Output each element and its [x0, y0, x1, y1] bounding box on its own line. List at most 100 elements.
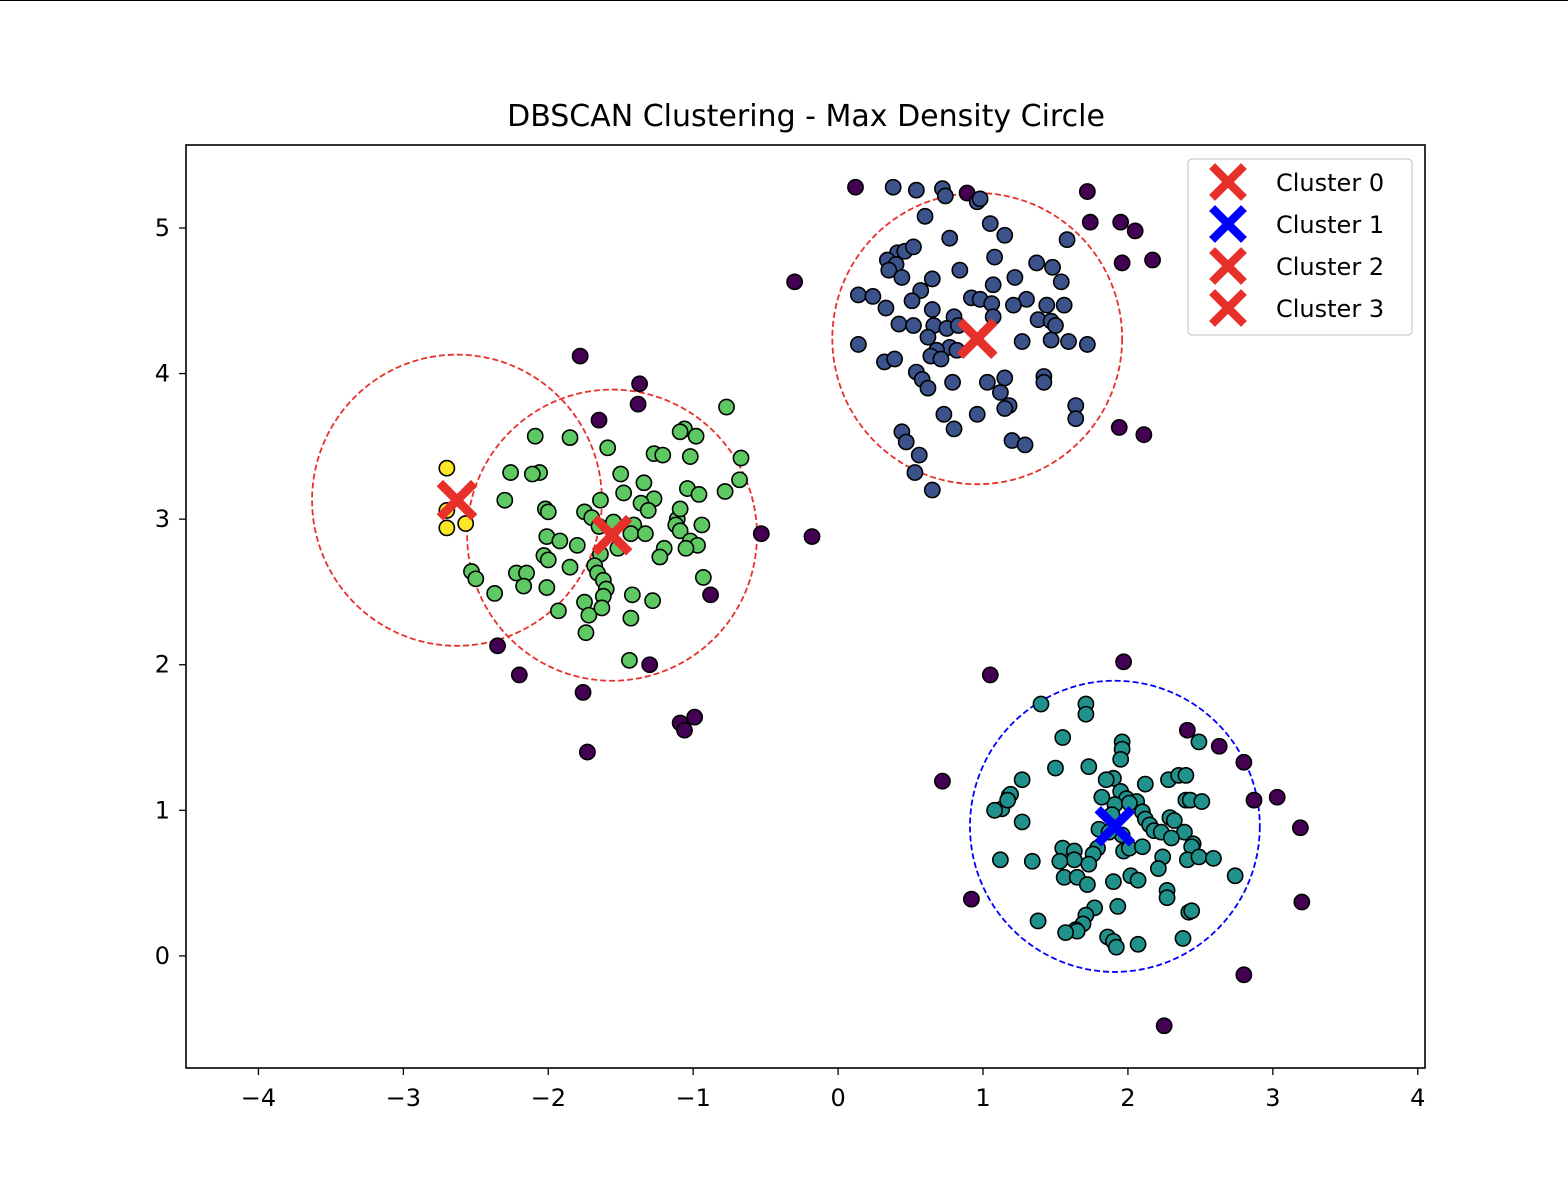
data-point — [1293, 893, 1311, 911]
legend-label: Cluster 2 — [1276, 253, 1384, 281]
data-point — [992, 384, 1009, 401]
data-point — [941, 229, 959, 247]
data-point — [1051, 852, 1069, 870]
data-point — [1029, 912, 1047, 930]
data-point — [910, 446, 928, 464]
data-point — [676, 721, 693, 739]
data-point — [880, 261, 898, 279]
data-point — [877, 299, 895, 317]
data-point — [467, 570, 485, 588]
axis-ticks: −4 −3 −2 −1 0 1 2 3 4 0 1 2 3 4 5 — [155, 214, 1426, 1112]
data-point — [1038, 296, 1056, 314]
data-point — [1067, 410, 1085, 428]
data-point — [623, 586, 641, 604]
data-point — [923, 270, 941, 288]
data-point — [923, 481, 941, 499]
data-point — [486, 584, 504, 602]
center-marker — [1094, 805, 1136, 847]
data-point — [1115, 653, 1132, 671]
data-point — [978, 373, 996, 391]
data-point — [580, 606, 598, 624]
data-point — [671, 500, 689, 518]
legend-marker — [1209, 163, 1247, 201]
data-point — [1112, 213, 1130, 231]
data-point — [639, 502, 657, 519]
data-point — [690, 486, 708, 503]
data-point — [1126, 222, 1144, 240]
data-point — [629, 395, 647, 413]
data-point — [612, 465, 630, 483]
data-point — [1245, 791, 1263, 809]
data-point — [1078, 183, 1096, 200]
data-point — [1129, 935, 1147, 953]
data-point — [1193, 793, 1211, 810]
data-point — [936, 187, 954, 205]
data-point — [651, 548, 669, 566]
plot-frame — [185, 144, 1426, 1069]
data-point — [561, 429, 579, 447]
data-point — [1047, 759, 1064, 777]
data-point — [1178, 721, 1196, 739]
data-point — [996, 369, 1014, 387]
chart-title: DBSCAN Clustering - Max Density Circle — [507, 99, 1105, 134]
data-point — [923, 301, 941, 318]
data-point — [671, 522, 689, 540]
data-point — [1044, 258, 1061, 276]
data-point — [884, 178, 902, 196]
data-point — [971, 190, 989, 208]
data-point — [963, 890, 980, 908]
data-point — [849, 336, 867, 353]
data-point — [1235, 753, 1253, 771]
data-point — [1047, 317, 1064, 334]
data-point — [590, 411, 608, 429]
x-tick-label: 2 — [1120, 1084, 1135, 1112]
data-point — [1268, 788, 1286, 806]
data-point — [615, 484, 633, 502]
data-point — [996, 226, 1014, 244]
data-point — [489, 637, 506, 655]
data-point — [1158, 889, 1176, 907]
data-point — [903, 292, 921, 310]
data-point — [641, 656, 659, 674]
data-point — [702, 586, 719, 604]
data-point — [577, 624, 595, 642]
data-point — [1291, 819, 1309, 837]
y-tick-label: 1 — [155, 796, 170, 824]
data-point — [694, 568, 712, 586]
x-marker-stroke — [956, 318, 998, 359]
data-point — [803, 528, 821, 546]
data-point — [1136, 775, 1154, 793]
data-point — [1183, 902, 1201, 920]
data-point — [1032, 695, 1050, 713]
data-point — [1134, 838, 1151, 856]
data-point — [1054, 729, 1072, 746]
data-point — [1006, 269, 1024, 286]
data-point — [1016, 436, 1034, 454]
data-point — [1078, 336, 1096, 353]
x-tick-label: −2 — [531, 1084, 566, 1112]
data-point — [457, 515, 475, 532]
data-point — [934, 772, 951, 790]
data-point — [1105, 873, 1122, 891]
data-point — [1042, 331, 1060, 349]
y-tick-label: 2 — [155, 651, 170, 679]
data-point — [1097, 771, 1115, 789]
data-point — [1055, 296, 1073, 314]
data-point — [677, 539, 695, 557]
data-point — [1013, 771, 1031, 789]
data-point — [1035, 373, 1053, 391]
data-point — [1129, 871, 1147, 889]
data-point — [568, 536, 586, 554]
x-marker-stroke — [1209, 247, 1247, 285]
data-point — [919, 328, 937, 346]
x-marker-stroke — [1209, 289, 1247, 327]
x-tick-label: −4 — [241, 1084, 276, 1112]
data-point — [996, 400, 1014, 417]
data-point — [897, 433, 915, 451]
x-marker-stroke — [436, 479, 478, 521]
data-point — [551, 532, 569, 550]
data-point — [561, 558, 579, 576]
data-point — [905, 317, 922, 334]
data-point — [671, 423, 689, 441]
data-point — [1080, 855, 1098, 873]
